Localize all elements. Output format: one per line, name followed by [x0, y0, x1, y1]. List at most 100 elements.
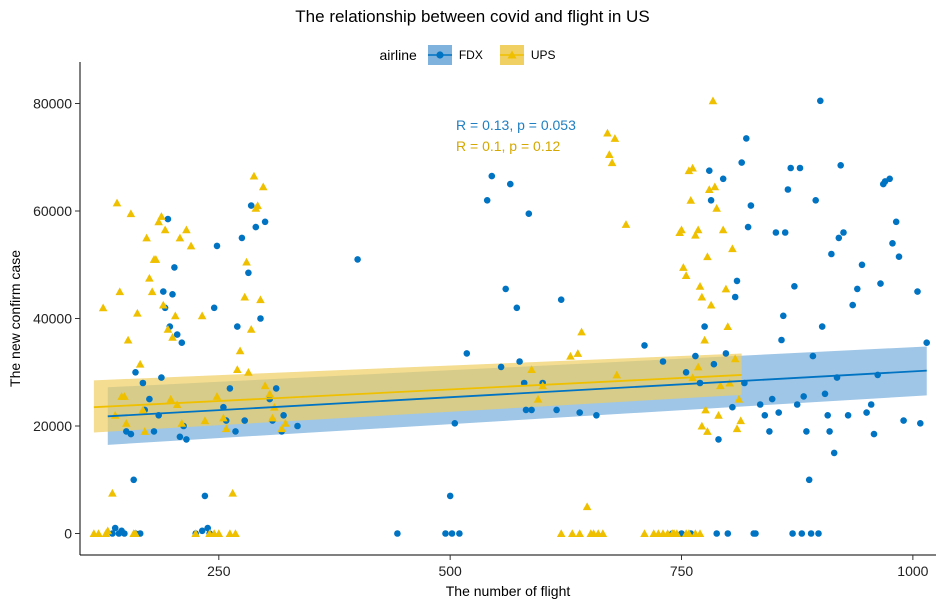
point-fdx [158, 374, 165, 381]
point-fdx [220, 403, 227, 411]
point-ups [714, 410, 723, 419]
point-ups [233, 365, 242, 374]
point-fdx [715, 436, 722, 443]
point-fdx [826, 428, 833, 435]
point-fdx [593, 412, 600, 419]
point-fdx [111, 524, 119, 532]
stat-annotation-2: R = 0.1, p = 0.12 [456, 138, 561, 154]
point-fdx [659, 358, 667, 365]
point-fdx [130, 476, 137, 484]
point-ups [212, 392, 222, 400]
point-fdx [778, 336, 785, 344]
point-fdx [171, 264, 178, 271]
point-fdx [768, 395, 776, 403]
point-ups [603, 128, 612, 137]
point-fdx [733, 277, 741, 285]
x-axis-label: The number of flight [446, 583, 571, 599]
point-fdx [701, 323, 708, 330]
point-ups [225, 529, 235, 537]
legend: airline FDX UPS [0, 44, 945, 66]
point-ups [145, 273, 154, 282]
point-ups [732, 424, 742, 433]
point-ups [126, 209, 136, 218]
x-tick-label: 1000 [897, 563, 928, 579]
point-ups [556, 529, 566, 537]
stat-annotation-1: R = 0.13, p = 0.053 [456, 117, 576, 133]
point-fdx [513, 304, 521, 312]
point-ups [533, 394, 543, 403]
point-ups [704, 185, 714, 193]
point-ups [640, 529, 649, 537]
point-fdx [761, 412, 769, 419]
point-fdx [789, 530, 796, 537]
point-fdx [744, 223, 752, 231]
legend-label-ups: UPS [530, 48, 556, 62]
point-fdx [488, 172, 496, 180]
point-ups [686, 195, 696, 204]
point-ups [253, 201, 262, 210]
point-ups [573, 349, 583, 357]
point-ups [621, 220, 631, 228]
point-fdx [719, 175, 727, 183]
point-fdx [502, 285, 510, 293]
point-ups [725, 378, 734, 387]
point-ups [684, 166, 694, 175]
point-fdx [706, 167, 713, 174]
point-fdx [812, 197, 819, 204]
stat-annotations: R = 0.13, p = 0.053 R = 0.1, p = 0.12 [456, 117, 576, 154]
point-fdx [784, 186, 792, 193]
point-fdx [824, 412, 831, 419]
point-fdx [252, 223, 260, 231]
point-ups [244, 367, 253, 376]
point-ups [708, 96, 718, 105]
point-fdx [840, 229, 847, 236]
point-fdx [707, 197, 715, 204]
point-ups [734, 394, 744, 403]
point-fdx [895, 253, 903, 260]
point-ups [577, 327, 586, 336]
point-ups [697, 292, 707, 301]
point-ups [168, 333, 177, 341]
point-ups [258, 182, 268, 191]
point-ups [703, 252, 712, 261]
point-fdx [132, 369, 139, 376]
point-ups [120, 392, 129, 400]
point-ups [265, 389, 275, 398]
point-fdx [497, 363, 505, 371]
point-ups [94, 529, 103, 537]
point-ups [610, 134, 620, 142]
point-fdx [781, 229, 789, 236]
point-fdx [522, 406, 530, 414]
point-fdx [109, 530, 116, 537]
point-ups [166, 394, 175, 403]
point-ups [684, 529, 694, 537]
point-ups [568, 529, 577, 537]
point-ups [242, 257, 251, 266]
point-fdx [446, 492, 454, 500]
point-ups [154, 217, 163, 226]
point-ups [527, 365, 536, 374]
point-ups [214, 529, 224, 537]
point-fdx [272, 385, 280, 392]
point-fdx [576, 409, 583, 416]
point-ups [138, 405, 148, 414]
point-ups [688, 163, 697, 172]
point-fdx [724, 530, 732, 537]
point-fdx [835, 234, 843, 242]
point-fdx [747, 202, 755, 209]
point-fdx [772, 229, 780, 236]
point-fdx [164, 215, 172, 223]
point-ups [598, 529, 608, 537]
point-ups [718, 225, 728, 234]
point-fdx [201, 492, 209, 500]
point-fdx [241, 417, 248, 424]
point-ups [147, 287, 157, 296]
point-ups [701, 405, 710, 414]
trend-lines [93, 369, 927, 418]
point-fdx [525, 210, 533, 217]
point-ups [736, 416, 746, 425]
point-ups [716, 381, 725, 390]
data-points [89, 96, 930, 537]
trend-line-fdx [107, 369, 927, 418]
point-ups [191, 529, 200, 537]
